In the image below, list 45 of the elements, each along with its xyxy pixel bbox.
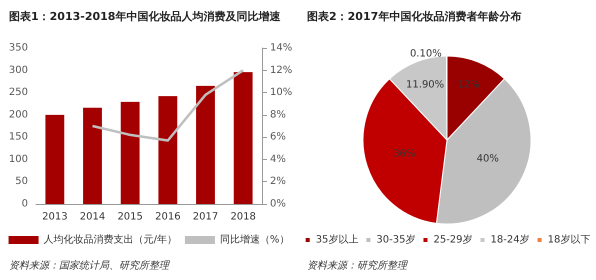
data-label: 40% bbox=[476, 154, 499, 165]
bar bbox=[234, 72, 253, 204]
x-tick-label: 2014 bbox=[80, 212, 106, 222]
y2-tick-label: 10% bbox=[270, 87, 292, 98]
line-series bbox=[91, 69, 244, 142]
y-tick-label: 350 bbox=[8, 42, 28, 54]
x-tick-label: 2017 bbox=[192, 212, 218, 222]
y-tick-label: 250 bbox=[8, 87, 28, 98]
y-tick-label: 50 bbox=[15, 176, 28, 188]
y2-tick-label: 12% bbox=[270, 64, 292, 76]
text: 资料来源：研究所整理 bbox=[307, 260, 408, 272]
text: 资料来源：国家统计局、研究所整理 bbox=[9, 260, 170, 272]
y-tick-label: 150 bbox=[8, 132, 28, 143]
y-tick-label: 200 bbox=[8, 109, 28, 120]
y-tick-label: 100 bbox=[8, 154, 28, 165]
legend-label: 18岁以下 bbox=[548, 234, 590, 246]
bar bbox=[83, 108, 102, 204]
x-tick-label: 2018 bbox=[230, 212, 256, 222]
bar bbox=[120, 102, 140, 204]
legend-label: 25-29岁 bbox=[433, 234, 473, 246]
legend-label: 35岁以上 bbox=[316, 234, 358, 246]
y2-tick-label: 2% bbox=[270, 176, 286, 188]
y2-tick-label: 4% bbox=[270, 154, 286, 165]
legend-label: 30-35岁 bbox=[376, 234, 416, 246]
y2-tick-label: 14% bbox=[270, 42, 292, 54]
data-label: 0.10% bbox=[410, 48, 442, 60]
legend-label: 同比增速（%） bbox=[220, 234, 290, 246]
chart-title: 图表1：2013-2018年中国化妆品人均消费及同比增速 bbox=[9, 10, 282, 23]
legend-label: 18-24岁 bbox=[490, 234, 530, 246]
x-tick-label: 2016 bbox=[155, 212, 181, 222]
data-label: 36% bbox=[393, 148, 416, 160]
bar bbox=[45, 114, 64, 204]
y2-tick-label: 0% bbox=[270, 198, 286, 210]
y-tick-label: 300 bbox=[8, 64, 28, 76]
x-tick-label: 2015 bbox=[117, 212, 143, 222]
data-label: 11.90% bbox=[406, 80, 444, 91]
y-tick-label: 0 bbox=[22, 198, 28, 210]
x-tick-label: 2013 bbox=[42, 212, 68, 222]
chart-title: 图表2：2017年中国化妆品消费者年龄分布 bbox=[307, 10, 522, 23]
bar bbox=[196, 86, 215, 204]
y2-tick-label: 8% bbox=[270, 109, 286, 120]
bar bbox=[158, 96, 178, 204]
y2-tick-label: 6% bbox=[270, 132, 286, 143]
legend-label: 人均化妆品消费支出（元/年） bbox=[44, 234, 177, 246]
data-label: 12% bbox=[458, 80, 480, 91]
